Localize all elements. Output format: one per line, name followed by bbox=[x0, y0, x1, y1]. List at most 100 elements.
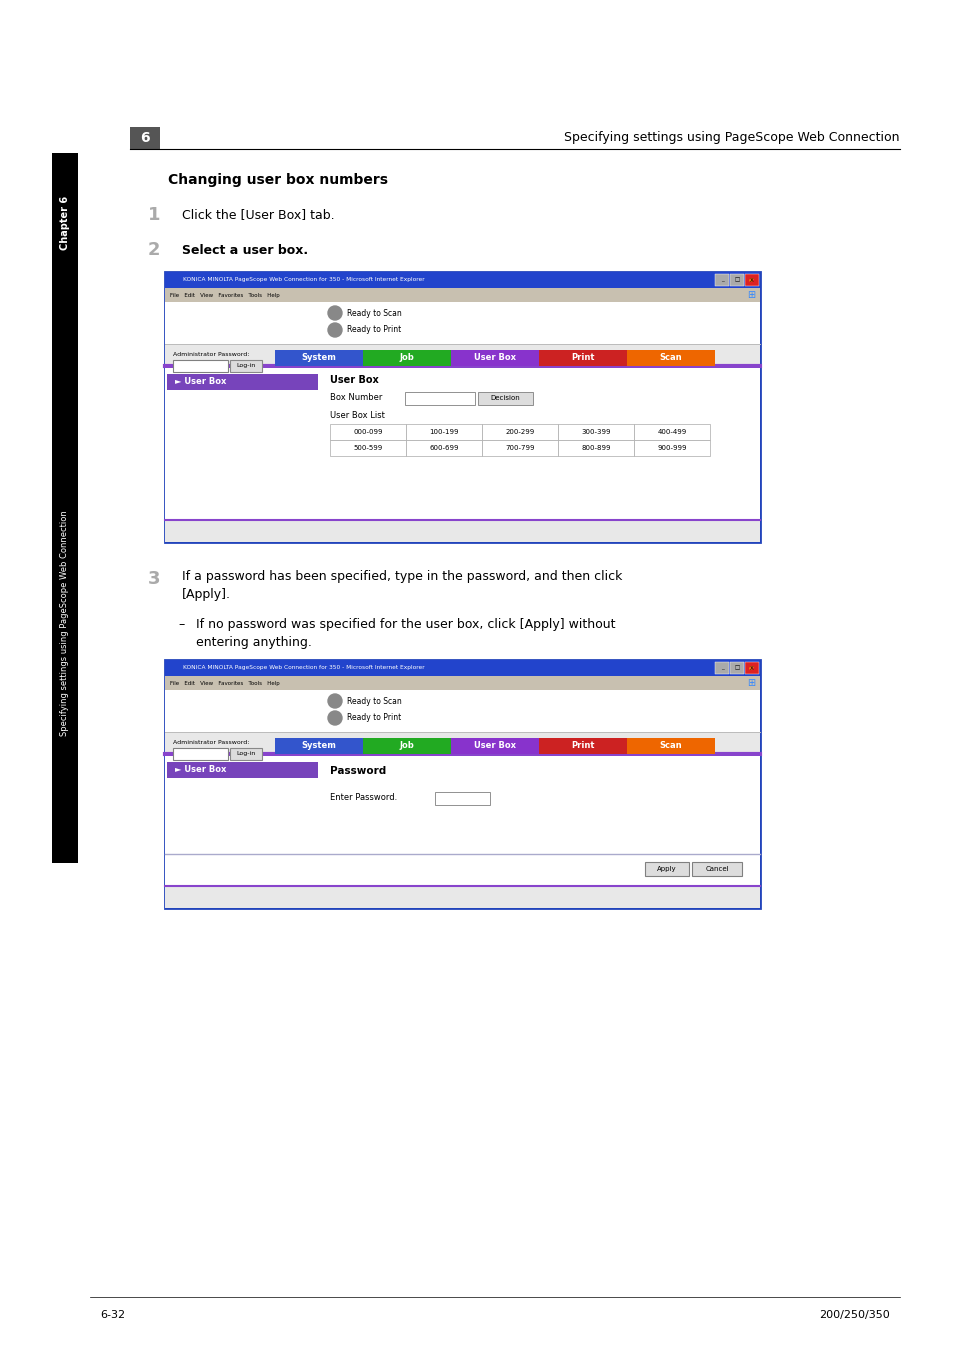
Circle shape bbox=[328, 711, 341, 725]
Text: 6-32: 6-32 bbox=[100, 1310, 125, 1320]
Bar bbox=[274, 350, 363, 366]
Bar bbox=[626, 350, 714, 366]
Bar bbox=[558, 440, 634, 456]
Bar bbox=[634, 424, 709, 440]
Bar bbox=[744, 274, 759, 286]
Text: Ready to Scan: Ready to Scan bbox=[347, 697, 401, 706]
Text: System: System bbox=[301, 354, 336, 363]
Bar bbox=[406, 440, 481, 456]
Bar bbox=[363, 738, 451, 755]
Text: 700-799: 700-799 bbox=[505, 446, 535, 451]
Text: Specifying settings using PageScope Web Connection: Specifying settings using PageScope Web … bbox=[564, 131, 899, 144]
Text: ⊞: ⊞ bbox=[746, 678, 754, 688]
Text: If a password has been specified, type in the password, and then click: If a password has been specified, type i… bbox=[182, 570, 621, 583]
Text: KONICA MINOLTA PageScope Web Connection for 350 - Microsoft Internet Explorer: KONICA MINOLTA PageScope Web Connection … bbox=[183, 278, 424, 282]
Bar bbox=[172, 360, 228, 373]
Bar bbox=[165, 676, 760, 690]
Bar bbox=[406, 424, 481, 440]
Text: Specifying settings using PageScope Web Connection: Specifying settings using PageScope Web … bbox=[60, 510, 70, 736]
Bar bbox=[274, 738, 363, 755]
Bar bbox=[130, 127, 160, 148]
Text: KONICA MINOLTA PageScope Web Connection for 350 - Microsoft Internet Explorer: KONICA MINOLTA PageScope Web Connection … bbox=[183, 666, 424, 671]
Circle shape bbox=[328, 323, 341, 338]
Text: Log-in: Log-in bbox=[236, 752, 255, 756]
Text: X: X bbox=[749, 666, 753, 671]
Text: □: □ bbox=[734, 278, 739, 282]
Text: Click the [User Box] tab.: Click the [User Box] tab. bbox=[182, 208, 335, 221]
Bar bbox=[52, 153, 78, 863]
Text: entering anything.: entering anything. bbox=[195, 636, 312, 649]
Bar bbox=[165, 660, 760, 676]
Text: e: e bbox=[748, 664, 753, 672]
Bar bbox=[165, 288, 760, 302]
Text: Decision: Decision bbox=[490, 396, 519, 401]
Text: 500-599: 500-599 bbox=[353, 446, 382, 451]
Bar bbox=[319, 369, 760, 520]
Circle shape bbox=[328, 306, 341, 320]
Text: 2: 2 bbox=[148, 242, 160, 259]
Bar bbox=[330, 424, 406, 440]
Text: X: X bbox=[749, 278, 753, 282]
Text: If no password was specified for the user box, click [Apply] without: If no password was specified for the use… bbox=[195, 618, 615, 630]
Text: _: _ bbox=[720, 666, 722, 671]
Text: ► User Box: ► User Box bbox=[174, 378, 226, 386]
Text: Changing user box numbers: Changing user box numbers bbox=[168, 173, 388, 188]
Text: –: – bbox=[178, 618, 184, 630]
Bar bbox=[165, 271, 760, 288]
Text: User Box List: User Box List bbox=[330, 410, 384, 420]
Bar bbox=[714, 662, 728, 674]
Bar bbox=[230, 748, 262, 760]
Bar bbox=[691, 863, 741, 876]
Text: 800-899: 800-899 bbox=[580, 446, 610, 451]
Bar bbox=[165, 886, 760, 909]
Text: e: e bbox=[748, 275, 753, 284]
Bar bbox=[626, 738, 714, 755]
Text: Print: Print bbox=[571, 741, 594, 751]
Text: 300-399: 300-399 bbox=[580, 429, 610, 435]
Bar bbox=[729, 274, 743, 286]
Text: _: _ bbox=[720, 278, 722, 282]
Bar bbox=[165, 660, 760, 909]
Bar bbox=[165, 756, 319, 886]
Text: Enter Password.: Enter Password. bbox=[330, 794, 396, 802]
Bar bbox=[165, 271, 760, 541]
Text: Ready to Print: Ready to Print bbox=[347, 325, 401, 335]
Text: Log-in: Log-in bbox=[236, 363, 255, 369]
Text: 3: 3 bbox=[148, 570, 160, 589]
Bar bbox=[165, 369, 319, 520]
Text: 900-999: 900-999 bbox=[657, 446, 686, 451]
Text: Job: Job bbox=[399, 354, 414, 363]
Text: 6: 6 bbox=[140, 131, 150, 144]
Bar bbox=[558, 424, 634, 440]
Bar bbox=[451, 738, 538, 755]
Bar bbox=[165, 302, 760, 344]
Text: Apply: Apply bbox=[657, 865, 676, 872]
Bar bbox=[729, 662, 743, 674]
Bar bbox=[538, 350, 626, 366]
Text: User Box: User Box bbox=[474, 741, 516, 751]
Bar bbox=[744, 662, 759, 674]
Bar bbox=[165, 690, 760, 909]
Bar bbox=[167, 374, 317, 390]
Text: 000-099: 000-099 bbox=[353, 429, 382, 435]
Text: Scan: Scan bbox=[659, 354, 681, 363]
Text: 100-199: 100-199 bbox=[429, 429, 458, 435]
Text: Administrator Password:: Administrator Password: bbox=[172, 740, 249, 744]
Text: Box Number: Box Number bbox=[330, 393, 382, 402]
Bar bbox=[165, 690, 760, 732]
Text: File   Edit   View   Favorites   Tools   Help: File Edit View Favorites Tools Help bbox=[170, 680, 279, 686]
Bar bbox=[172, 748, 228, 760]
Text: 200-299: 200-299 bbox=[505, 429, 534, 435]
Bar bbox=[714, 274, 728, 286]
Text: ► User Box: ► User Box bbox=[174, 765, 226, 775]
Text: ⊞: ⊞ bbox=[746, 290, 754, 300]
Text: File   Edit   View   Favorites   Tools   Help: File Edit View Favorites Tools Help bbox=[170, 293, 279, 297]
Text: User Box: User Box bbox=[330, 375, 378, 385]
Text: Print: Print bbox=[571, 354, 594, 363]
Text: Ready to Scan: Ready to Scan bbox=[347, 309, 401, 317]
Text: Select a user box.: Select a user box. bbox=[182, 243, 308, 256]
Bar bbox=[634, 440, 709, 456]
Bar bbox=[330, 440, 406, 456]
Text: □: □ bbox=[734, 666, 739, 671]
Circle shape bbox=[328, 694, 341, 707]
